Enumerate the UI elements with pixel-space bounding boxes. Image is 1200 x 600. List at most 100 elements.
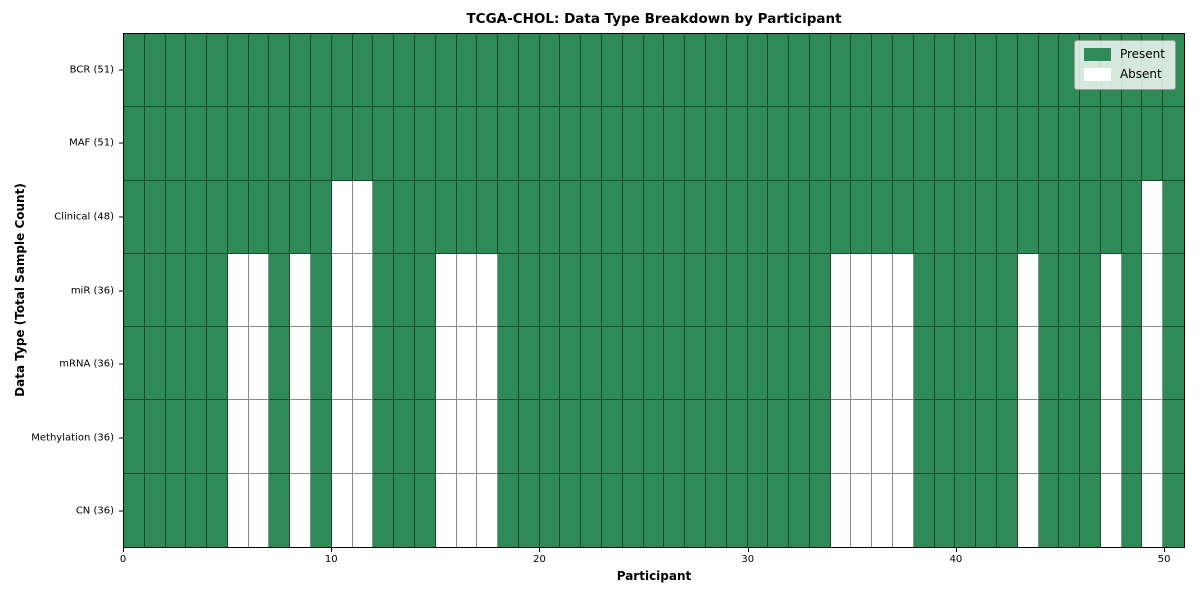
cell-MAF-p42: [996, 107, 1018, 181]
cell-Clinical-p13: [394, 180, 415, 254]
cell-Clinical-p39: [934, 180, 956, 254]
cell-MAF-p47: [1100, 107, 1122, 181]
x-tick-label: 40: [949, 554, 963, 565]
cell-BCR-p7: [269, 34, 291, 108]
cell-CN-p3: [186, 473, 208, 547]
cell-MAF-p22: [581, 107, 603, 181]
cell-CN-p12: [373, 473, 395, 547]
cell-Methylation-p11: [352, 400, 374, 474]
cell-BCR-p15: [435, 34, 457, 108]
cell-MAF-p34: [830, 107, 852, 181]
cell-Clinical-p37: [893, 180, 914, 254]
cell-miR-p30: [747, 253, 769, 328]
cell-Methylation-p21: [560, 400, 582, 474]
cell-MAF-p8: [290, 107, 312, 181]
cell-miR-p4: [207, 253, 228, 328]
cell-miR-p40: [955, 253, 977, 328]
cell-miR-p28: [705, 253, 727, 328]
cell-mRNA-p46: [1080, 327, 1101, 401]
cell-miR-p3: [186, 253, 208, 328]
cell-BCR-p23: [602, 34, 623, 108]
cell-Clinical-p12: [373, 180, 395, 254]
cell-CN-p34: [830, 473, 852, 547]
cell-CN-p38: [913, 473, 935, 547]
cell-Clinical-p14: [414, 180, 436, 254]
x-tick-mark: [331, 548, 333, 552]
cell-CN-p14: [414, 473, 436, 547]
cell-MAF-p29: [726, 107, 748, 181]
cell-MAF-p31: [768, 107, 790, 181]
cell-Clinical-p36: [872, 180, 894, 254]
cell-mRNA-p18: [498, 327, 519, 401]
cell-mRNA-p25: [643, 327, 665, 401]
y-tick-label-mRNA: mRNA (36): [59, 358, 114, 370]
cell-miR-p48: [1121, 253, 1143, 328]
heatmap-row-Methylation: [124, 400, 1184, 474]
y-tick-mark: [119, 363, 123, 365]
x-tick-mark: [1164, 548, 1166, 552]
y-tick-label-BCR: BCR (51): [69, 64, 114, 76]
cell-Methylation-p29: [726, 400, 748, 474]
cell-BCR-p26: [664, 34, 686, 108]
cell-mRNA-p13: [394, 327, 415, 401]
cell-CN-p21: [560, 473, 582, 547]
cell-mRNA-p20: [539, 327, 561, 401]
cell-miR-p6: [248, 253, 270, 328]
cell-mRNA-p33: [809, 327, 831, 401]
plot-area: Present Absent: [123, 33, 1185, 548]
cell-CN-p20: [539, 473, 561, 547]
cell-miR-p8: [290, 253, 312, 328]
cell-Methylation-p19: [518, 400, 540, 474]
cell-CN-p45: [1059, 473, 1081, 547]
cell-MAF-p18: [498, 107, 519, 181]
cell-BCR-p43: [1017, 34, 1039, 108]
cell-Clinical-p25: [643, 180, 665, 254]
cell-Methylation-p34: [830, 400, 852, 474]
cell-miR-p13: [394, 253, 415, 328]
cell-mRNA-p50: [1163, 327, 1184, 401]
cell-BCR-p38: [913, 34, 935, 108]
legend-label: Absent: [1119, 67, 1162, 81]
cell-CN-p16: [456, 473, 478, 547]
cell-CN-p13: [394, 473, 415, 547]
cell-miR-p19: [518, 253, 540, 328]
cell-miR-p26: [664, 253, 686, 328]
cell-Clinical-p1: [144, 180, 166, 254]
cell-BCR-p10: [331, 34, 353, 108]
cell-CN-p32: [789, 473, 810, 547]
cell-Methylation-p24: [622, 400, 644, 474]
cell-MAF-p0: [124, 107, 145, 181]
cell-BCR-p42: [996, 34, 1018, 108]
cell-mRNA-p3: [186, 327, 208, 401]
cell-miR-p36: [872, 253, 894, 328]
cell-Clinical-p19: [518, 180, 540, 254]
cell-mRNA-p9: [311, 327, 332, 401]
cell-mRNA-p38: [913, 327, 935, 401]
cell-CN-p24: [622, 473, 644, 547]
cell-MAF-p16: [456, 107, 478, 181]
cell-Methylation-p25: [643, 400, 665, 474]
cell-CN-p9: [311, 473, 332, 547]
cell-BCR-p8: [290, 34, 312, 108]
cell-mRNA-p32: [789, 327, 810, 401]
cell-miR-p44: [1038, 253, 1060, 328]
cell-BCR-p21: [560, 34, 582, 108]
cell-Clinical-p7: [269, 180, 291, 254]
cell-MAF-p14: [414, 107, 436, 181]
cell-Methylation-p1: [144, 400, 166, 474]
cell-mRNA-p17: [477, 327, 499, 401]
cell-Clinical-p24: [622, 180, 644, 254]
cell-Methylation-p46: [1080, 400, 1101, 474]
cell-Clinical-p21: [560, 180, 582, 254]
cell-BCR-p27: [685, 34, 706, 108]
cell-mRNA-p45: [1059, 327, 1081, 401]
cell-CN-p29: [726, 473, 748, 547]
cell-Clinical-p44: [1038, 180, 1060, 254]
cell-MAF-p24: [622, 107, 644, 181]
cell-MAF-p49: [1142, 107, 1164, 181]
cell-Methylation-p43: [1017, 400, 1039, 474]
cell-Clinical-p48: [1121, 180, 1143, 254]
cell-mRNA-p23: [602, 327, 623, 401]
cell-CN-p22: [581, 473, 603, 547]
